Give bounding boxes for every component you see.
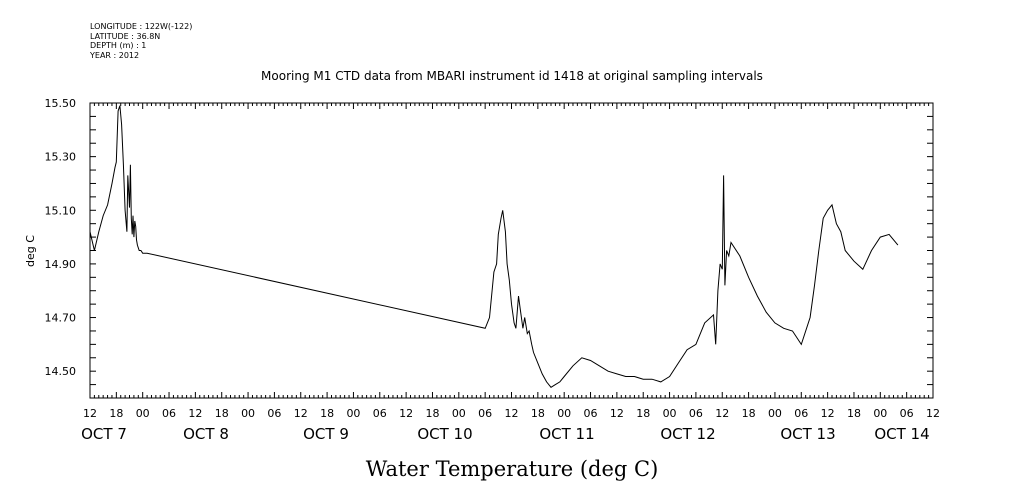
x-tick-label: 12: [715, 407, 729, 420]
plot-frame: [89, 102, 934, 399]
x-tick-label: 06: [900, 407, 914, 420]
meta-year: YEAR : 2012: [90, 50, 140, 60]
x-tick-label: 12: [294, 407, 308, 420]
x-day-label: OCT 7: [81, 425, 127, 443]
y-axis-label: deg C: [24, 235, 37, 267]
x-tick-label: 00: [346, 407, 360, 420]
x-tick-label: 00: [452, 407, 466, 420]
x-tick-label: 12: [399, 407, 413, 420]
x-tick-label: 12: [610, 407, 624, 420]
x-tick-label: 06: [267, 407, 281, 420]
series-line-water-temperature: [89, 105, 899, 388]
x-axis-label: Water Temperature (deg C): [366, 457, 659, 481]
x-tick-label: 00: [557, 407, 571, 420]
x-tick-label: 06: [478, 407, 492, 420]
x-tick-label: 18: [215, 407, 229, 420]
x-tick-label: 18: [109, 407, 123, 420]
x-day-label: OCT 12: [660, 425, 715, 443]
x-tick-label: 18: [847, 407, 861, 420]
x-day-label: OCT 8: [183, 425, 229, 443]
x-day-label: OCT 10: [417, 425, 472, 443]
meta-depth: DEPTH (m) : 1: [90, 41, 147, 50]
x-tick-label: 00: [136, 407, 150, 420]
y-tick-label: 15.30: [45, 151, 77, 164]
x-tick-label: 00: [663, 407, 677, 420]
x-tick-label: 12: [83, 407, 97, 420]
x-tick-label: 00: [873, 407, 887, 420]
x-tick-label: 18: [320, 407, 334, 420]
x-tick-label: 06: [584, 407, 598, 420]
x-tick-label: 18: [425, 407, 439, 420]
meta-longitude: LONGITUDE : 122W(-122): [90, 22, 193, 31]
x-day-label: OCT 13: [780, 425, 835, 443]
x-day-label: OCT 9: [303, 425, 349, 443]
x-day-label: OCT 14: [874, 425, 929, 443]
metadata-block: LONGITUDE : 122W(-122) LATITUDE : 36.8N …: [90, 22, 192, 60]
x-tick-label: 12: [505, 407, 519, 420]
meta-latitude: LATITUDE : 36.8N: [90, 31, 161, 41]
x-tick-label: 00: [768, 407, 782, 420]
chart-title: Mooring M1 CTD data from MBARI instrumen…: [261, 69, 763, 83]
x-tick-label: 06: [373, 407, 387, 420]
x-tick-label: 00: [241, 407, 255, 420]
x-tick-label: 18: [636, 407, 650, 420]
y-tick-label: 14.70: [45, 312, 77, 325]
y-tick-label: 15.10: [45, 204, 77, 217]
x-day-label: OCT 11: [539, 425, 594, 443]
y-tick-label: 14.90: [45, 258, 77, 271]
x-tick-label: 12: [821, 407, 835, 420]
x-tick-label: 12: [188, 407, 202, 420]
x-tick-label: 06: [689, 407, 703, 420]
x-tick-label: 18: [742, 407, 756, 420]
y-tick-label: 15.50: [45, 97, 77, 110]
x-tick-label: 12: [926, 407, 940, 420]
y-tick-label: 14.50: [45, 365, 77, 378]
x-tick-label: 18: [531, 407, 545, 420]
x-tick-label: 06: [162, 407, 176, 420]
x-tick-label: 06: [794, 407, 808, 420]
